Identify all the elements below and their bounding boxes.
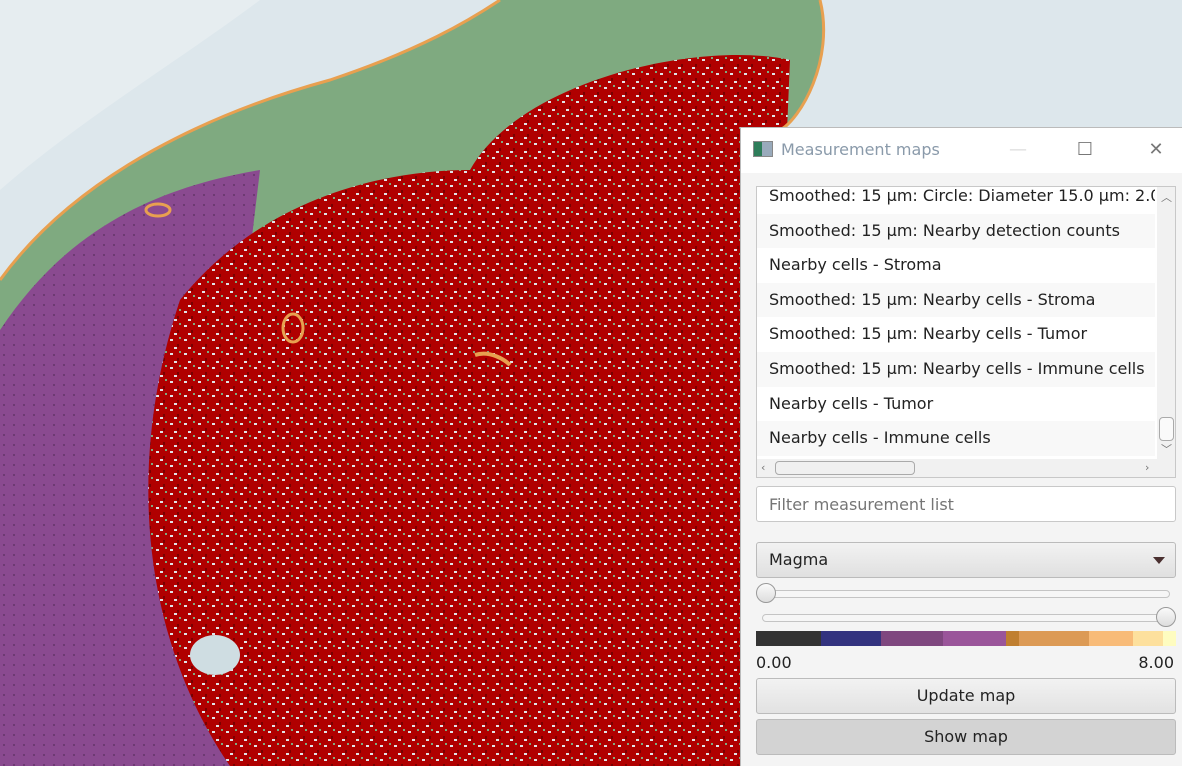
scroll-down-icon[interactable]: ﹀	[1161, 443, 1172, 456]
vertical-scroll-thumb[interactable]	[1159, 417, 1174, 441]
min-slider[interactable]	[756, 583, 1176, 603]
colorbar	[756, 631, 1176, 646]
colorbar-segment	[881, 631, 943, 646]
list-item[interactable]: Nearby cells - Immune cells	[757, 421, 1155, 456]
colormap-value: Magma	[769, 550, 829, 569]
show-map-button[interactable]: Show map	[756, 719, 1176, 755]
horizontal-scroll-thumb[interactable]	[775, 461, 915, 475]
max-slider[interactable]	[756, 607, 1176, 627]
colormap-select[interactable]: Magma	[756, 542, 1176, 578]
slider-track	[762, 590, 1170, 598]
measurement-list[interactable]: Smoothed: 15 µm: Circle: Diameter 15.0 µ…	[756, 186, 1176, 478]
vertical-scrollbar[interactable]: ︿ ﹀	[1157, 187, 1175, 459]
min-slider-thumb[interactable]	[756, 583, 776, 603]
dialog-title: Measurement maps	[781, 140, 940, 159]
measurement-maps-dialog: Measurement maps — ☐ ✕ Smoothed: 15 µm: …	[740, 127, 1182, 766]
list-item[interactable]: Smoothed: 15 µm: Nearby detection counts	[757, 213, 1155, 249]
update-map-button[interactable]: Update map	[756, 678, 1176, 714]
app-icon	[753, 141, 773, 157]
colorbar-segment	[1089, 631, 1133, 646]
maximize-icon[interactable]: ☐	[1076, 139, 1094, 160]
list-item[interactable]: Smoothed: 15 µm: Circle: Diameter 15.0 µ…	[757, 187, 1155, 214]
scroll-right-icon[interactable]: ›	[1145, 461, 1150, 474]
list-item[interactable]: Smoothed: 15 µm: Nearby cells - Tumor	[757, 317, 1155, 352]
horizontal-scrollbar[interactable]: ‹ ›	[757, 459, 1175, 477]
list-item[interactable]: Smoothed: 15 µm: Nearby cells - Stroma	[757, 282, 1155, 318]
annotation-outline	[0, 0, 826, 281]
scroll-up-icon[interactable]: ︿	[1161, 191, 1172, 204]
list-item[interactable]: Smoothed: 15 µm: Nearby cells - Immune c…	[757, 351, 1155, 387]
slider-track	[762, 614, 1170, 622]
colorbar-segment	[943, 631, 1006, 646]
scroll-left-icon[interactable]: ‹	[761, 461, 766, 474]
colorbar-segment	[821, 631, 881, 646]
minimize-icon[interactable]: —	[1009, 139, 1027, 160]
list-item[interactable]: Nearby cells - Stroma	[757, 248, 1155, 283]
colorbar-segment	[1163, 631, 1176, 646]
range-max-label: 8.00	[1138, 653, 1174, 672]
max-slider-thumb[interactable]	[1156, 607, 1176, 627]
colorbar-segment	[1133, 631, 1163, 646]
colorbar-segment	[1006, 631, 1019, 646]
colorbar-segment	[1019, 631, 1089, 646]
colorbar-segment	[756, 631, 821, 646]
list-item[interactable]: Nearby cells - Tumor	[757, 386, 1155, 422]
title-bar[interactable]: Measurement maps — ☐ ✕	[741, 128, 1182, 173]
filter-input[interactable]	[756, 486, 1176, 522]
close-icon[interactable]: ✕	[1148, 139, 1164, 160]
chevron-down-icon	[1153, 557, 1165, 564]
range-min-label: 0.00	[756, 653, 792, 672]
